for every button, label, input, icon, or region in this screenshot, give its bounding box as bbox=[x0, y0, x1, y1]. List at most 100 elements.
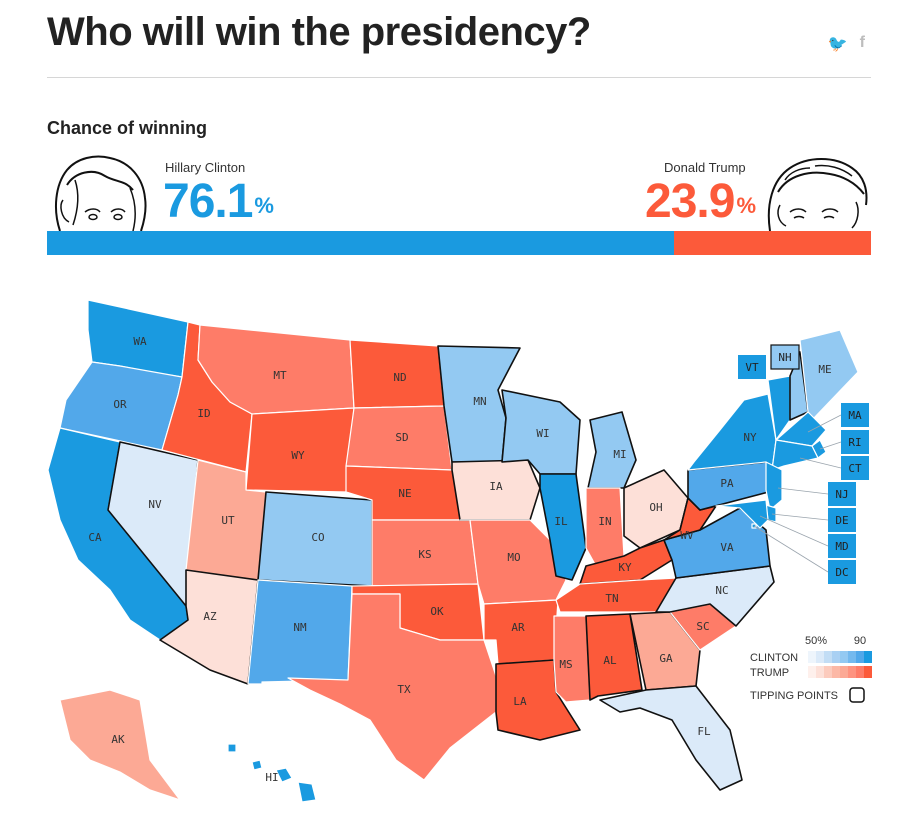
chance-label: Chance of winning bbox=[47, 118, 207, 138]
state-label-wa: WA bbox=[133, 335, 147, 348]
state-label-ms: MS bbox=[559, 658, 572, 671]
legend-trump-swatch bbox=[856, 666, 864, 678]
callout-leader-ct bbox=[799, 457, 842, 469]
state-ak[interactable] bbox=[59, 689, 181, 801]
state-va[interactable] bbox=[663, 507, 771, 579]
state-label-wv: WV bbox=[680, 529, 694, 542]
state-label-sc: SC bbox=[696, 620, 709, 633]
state-square-label-vt: VT bbox=[745, 361, 759, 374]
state-label-co: CO bbox=[311, 531, 324, 544]
callout-leader-de bbox=[771, 513, 829, 521]
win-probability-bar bbox=[47, 231, 871, 255]
state-label-ok: OK bbox=[430, 605, 444, 618]
legend-scale-low: 50% bbox=[805, 635, 827, 647]
legend-tipping-label: TIPPING POINTS bbox=[750, 690, 838, 702]
state-ny[interactable] bbox=[687, 393, 777, 471]
state-label-il: IL bbox=[554, 515, 568, 528]
trump-name: Donald Trump bbox=[664, 160, 746, 175]
state-label-va: VA bbox=[720, 541, 734, 554]
state-label-mn: MN bbox=[473, 395, 486, 408]
trump-portrait bbox=[767, 158, 868, 231]
twitter-icon[interactable]: 🐦 bbox=[827, 36, 848, 53]
state-square-label-nj: NJ bbox=[835, 488, 848, 501]
callout-leader-md bbox=[759, 515, 829, 547]
state-label-oh: OH bbox=[649, 501, 662, 514]
state-label-nc: NC bbox=[715, 584, 728, 597]
legend-trump-swatch bbox=[848, 666, 856, 678]
legend-trump-swatch bbox=[808, 666, 816, 678]
legend-trump-label: TRUMP bbox=[750, 667, 789, 679]
state-square-md[interactable] bbox=[828, 534, 856, 558]
state-label-wy: WY bbox=[291, 449, 305, 462]
state-md[interactable] bbox=[715, 499, 769, 529]
state-label-in: IN bbox=[598, 515, 611, 528]
legend-clinton-swatch bbox=[816, 651, 824, 663]
state-square-nj[interactable] bbox=[828, 482, 856, 506]
state-tx[interactable] bbox=[287, 593, 497, 781]
state-square-dc[interactable] bbox=[828, 560, 856, 584]
callout-leader-ma bbox=[807, 414, 842, 433]
state-square-ma[interactable] bbox=[841, 403, 869, 427]
state-square-label-ma: MA bbox=[848, 409, 862, 422]
callout-leader-nj bbox=[777, 487, 829, 495]
share-bar: 🐦 f bbox=[828, 34, 865, 54]
state-fl[interactable] bbox=[599, 685, 743, 791]
state-square-label-ri: RI bbox=[848, 436, 861, 449]
facebook-icon[interactable]: f bbox=[859, 34, 865, 51]
state-label-al: AL bbox=[603, 654, 617, 667]
legend-scale-high: 90 bbox=[854, 635, 866, 647]
legend-trump-swatch bbox=[816, 666, 824, 678]
trump-value: 23.9 bbox=[645, 175, 735, 228]
state-al[interactable] bbox=[585, 613, 643, 701]
clinton-pct-sign: % bbox=[254, 193, 274, 218]
state-label-me: ME bbox=[818, 363, 831, 376]
state-label-or: OR bbox=[113, 398, 127, 411]
trump-bar-segment bbox=[674, 231, 871, 255]
state-nj[interactable] bbox=[765, 461, 783, 511]
state-label-ny: NY bbox=[743, 431, 757, 444]
state-square-label-de: DE bbox=[835, 514, 848, 527]
state-label-sd: SD bbox=[395, 431, 408, 444]
state-square-de[interactable] bbox=[828, 508, 856, 532]
trump-pct-sign: % bbox=[736, 193, 756, 218]
state-il[interactable] bbox=[539, 473, 587, 581]
legend-trump-swatch bbox=[864, 666, 872, 678]
state-label-ia: IA bbox=[489, 480, 503, 493]
legend-clinton-swatch bbox=[840, 651, 848, 663]
state-square-label-nh: NH bbox=[778, 351, 791, 364]
legend-clinton-swatch bbox=[856, 651, 864, 663]
state-label-hi: HI bbox=[265, 771, 278, 784]
state-label-id: ID bbox=[197, 407, 210, 420]
trump-percentage: 23.9% bbox=[645, 172, 756, 232]
header-divider bbox=[47, 77, 871, 78]
state-square-label-md: MD bbox=[835, 540, 848, 553]
state-label-nv: NV bbox=[148, 498, 162, 511]
clinton-percentage: 76.1% bbox=[163, 172, 274, 232]
state-label-ar: AR bbox=[511, 621, 525, 634]
clinton-portrait bbox=[55, 155, 147, 231]
state-label-fl: FL bbox=[697, 725, 711, 738]
state-square-ct[interactable] bbox=[841, 456, 869, 480]
state-label-tx: TX bbox=[397, 683, 411, 696]
state-label-ky: KY bbox=[618, 561, 632, 574]
legend-clinton-swatch bbox=[864, 651, 872, 663]
state-square-vt[interactable] bbox=[738, 355, 766, 379]
state-me[interactable] bbox=[799, 329, 859, 421]
clinton-value: 76.1 bbox=[163, 175, 253, 228]
state-label-ak: AK bbox=[111, 733, 125, 746]
state-mi[interactable] bbox=[587, 411, 637, 489]
state-square-nh[interactable] bbox=[770, 344, 800, 370]
state-label-ut: UT bbox=[221, 514, 235, 527]
state-label-la: LA bbox=[513, 695, 527, 708]
state-label-ne: NE bbox=[398, 487, 411, 500]
state-label-mi: MI bbox=[613, 448, 626, 461]
clinton-name: Hillary Clinton bbox=[165, 160, 246, 175]
state-square-ri[interactable] bbox=[841, 430, 869, 454]
state-square-label-ct: CT bbox=[848, 462, 862, 475]
state-label-ga: GA bbox=[659, 652, 673, 665]
state-label-nm: NM bbox=[293, 621, 307, 634]
state-hi[interactable] bbox=[227, 743, 317, 803]
state-label-ca: CA bbox=[88, 531, 102, 544]
legend-clinton-swatch bbox=[824, 651, 832, 663]
state-label-az: AZ bbox=[203, 610, 217, 623]
